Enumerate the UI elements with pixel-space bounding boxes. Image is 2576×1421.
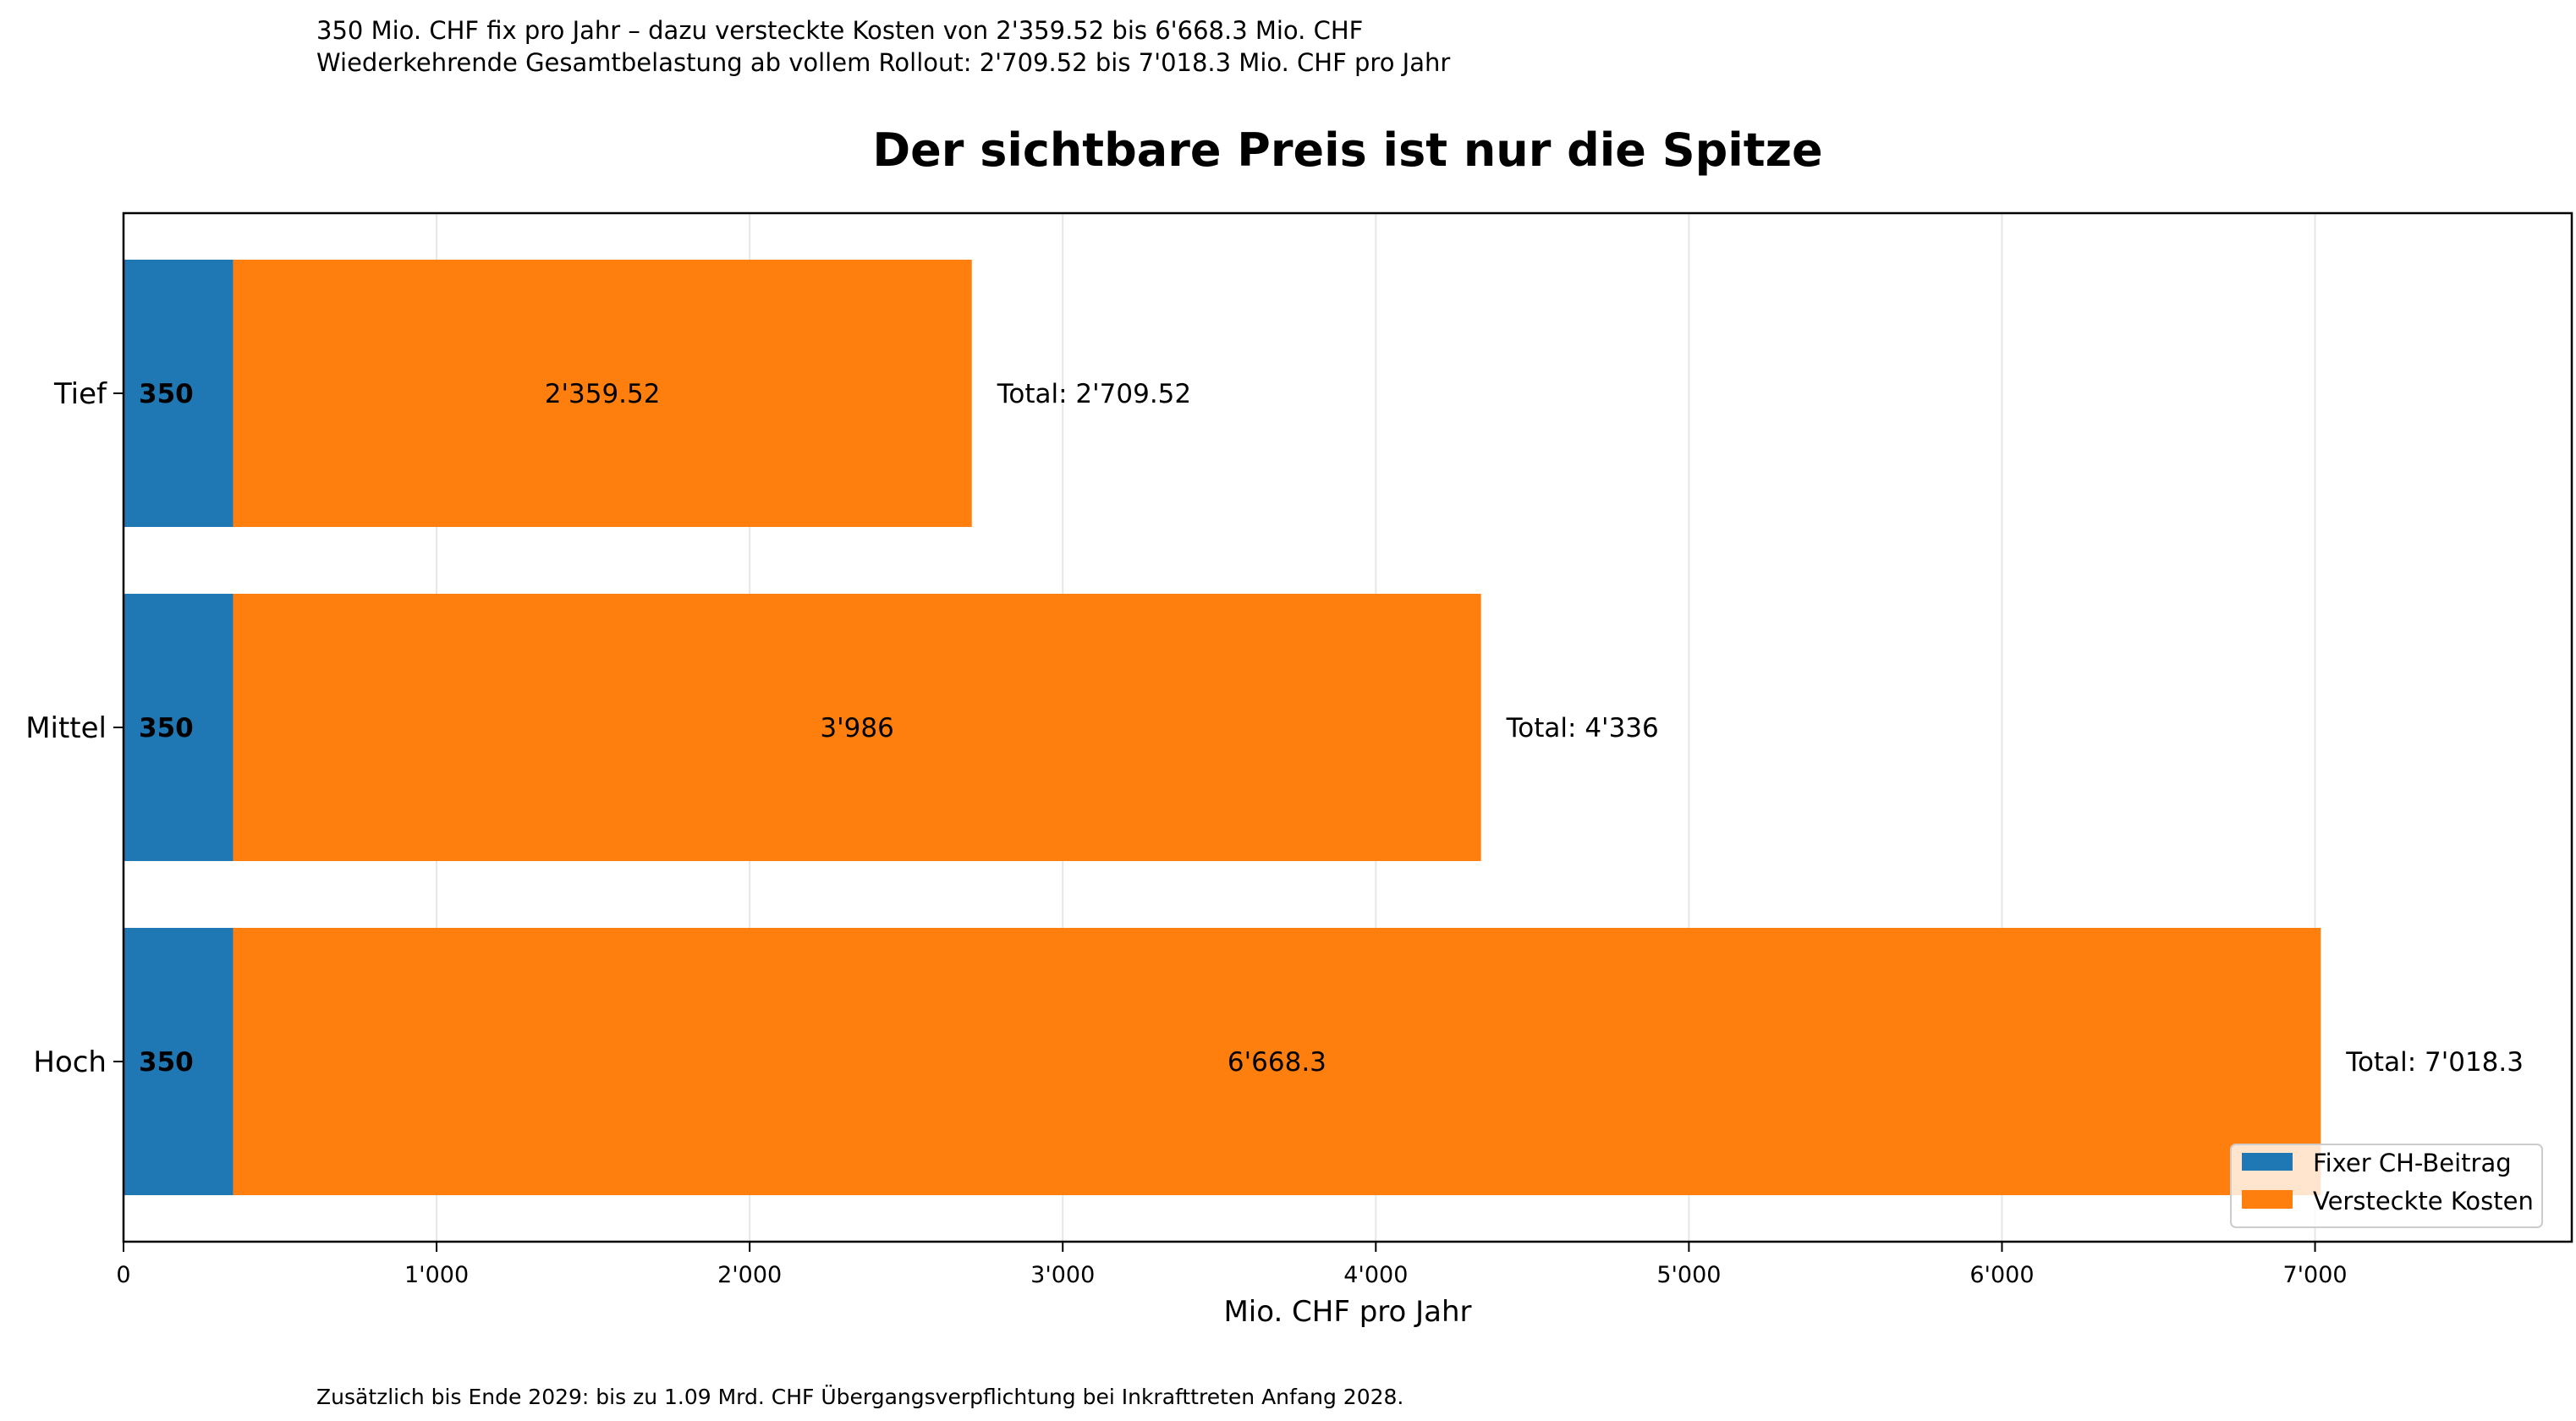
bar-value-label: 350 xyxy=(139,379,194,409)
bar-total-label: Total: 7'018.3 xyxy=(2345,1047,2524,1078)
bar-fixed-tief xyxy=(124,260,233,527)
x-tick-label: 3'000 xyxy=(1030,1262,1095,1288)
subtitle-line-1: 350 Mio. CHF fix pro Jahr – dazu verstec… xyxy=(316,16,1363,45)
bar-fixed-hoch xyxy=(124,928,233,1195)
x-tick-label: 7'000 xyxy=(2282,1262,2347,1288)
bar-value-label: 3'986 xyxy=(820,713,893,743)
legend-label-hidden: Versteckte Kosten xyxy=(2313,1187,2534,1215)
chart-title: Der sichtbare Preis ist nur die Spitze xyxy=(872,123,1822,177)
legend: Fixer CH-Beitrag Versteckte Kosten xyxy=(2230,1144,2543,1228)
footer-note: Zusätzlich bis Ende 2029: bis zu 1.09 Mr… xyxy=(316,1385,1403,1409)
subtitle-line-2: Wiederkehrende Gesamtbelastung ab vollem… xyxy=(316,48,1450,77)
x-tick-label: 0 xyxy=(116,1262,130,1288)
bar-value-label: 2'359.52 xyxy=(545,379,661,409)
legend-swatch-hidden xyxy=(2242,1190,2293,1209)
y-tick-label-hoch: Hoch xyxy=(33,1045,107,1079)
x-axis-label: Mio. CHF pro Jahr xyxy=(1223,1295,1471,1329)
bar-hidden-mittel xyxy=(233,594,1481,861)
x-tick-label: 5'000 xyxy=(1656,1262,1721,1288)
bar-value-label: 6'668.3 xyxy=(1228,1047,1326,1078)
bars xyxy=(124,260,2321,1195)
x-tick-label: 1'000 xyxy=(404,1262,469,1288)
legend-label-fixed: Fixer CH-Beitrag xyxy=(2313,1149,2512,1177)
bar-hidden-hoch xyxy=(233,928,2321,1195)
bar-labels: 350 2'359.52 Total: 2'709.52 350 3'986 Total:… xyxy=(139,379,2524,1078)
bar-total-label: Total: 4'336 xyxy=(1506,713,1659,743)
bar-value-label: 350 xyxy=(139,1047,194,1078)
y-tick-label-mittel: Mittel xyxy=(25,711,107,745)
bar-total-label: Total: 2'709.52 xyxy=(997,379,1191,409)
y-axis-ticks: Tief Mittel Hoch xyxy=(25,377,124,1079)
bar-hidden-tief xyxy=(233,260,972,527)
y-tick-label-tief: Tief xyxy=(53,377,107,411)
x-tick-label: 4'000 xyxy=(1343,1262,1408,1288)
bar-value-label: 350 xyxy=(139,713,194,743)
bar-fixed-mittel xyxy=(124,594,233,861)
x-tick-label: 6'000 xyxy=(1969,1262,2034,1288)
legend-swatch-fixed xyxy=(2242,1153,2293,1171)
x-axis-ticks: 0 1'000 2'000 3'000 4'000 5'000 6'000 7'000 xyxy=(116,1242,2348,1288)
x-tick-label: 2'000 xyxy=(717,1262,782,1288)
